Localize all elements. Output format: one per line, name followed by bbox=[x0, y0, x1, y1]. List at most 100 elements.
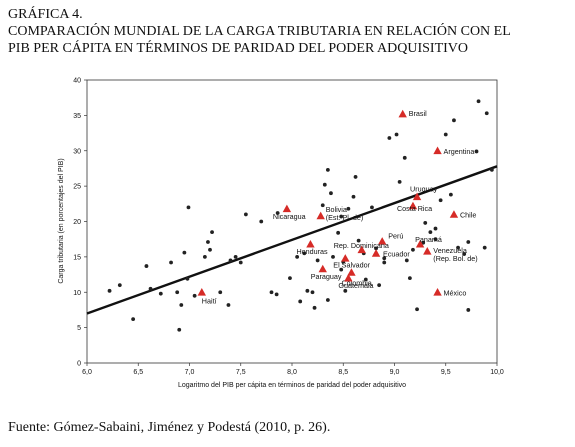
scatter-point bbox=[476, 99, 481, 104]
scatter-point bbox=[370, 205, 374, 210]
country-marker bbox=[408, 201, 418, 210]
country-label: Brasil bbox=[409, 109, 427, 118]
scatter-point bbox=[310, 290, 315, 295]
country-marker bbox=[449, 210, 459, 218]
y-tick-label: 30 bbox=[73, 148, 81, 155]
scatter-point bbox=[269, 290, 274, 295]
scatter-point bbox=[295, 254, 300, 259]
scatter-point bbox=[169, 260, 173, 265]
y-tick-label: 0 bbox=[77, 361, 81, 368]
country-marker bbox=[412, 192, 422, 201]
country-label: Panamá bbox=[415, 235, 442, 244]
scatter-point bbox=[259, 219, 264, 224]
scatter-point bbox=[228, 258, 233, 263]
scatter-point bbox=[343, 288, 348, 293]
country-label: Chile bbox=[460, 210, 476, 219]
country-marker bbox=[197, 288, 206, 296]
scatter-point bbox=[339, 214, 344, 219]
scatter-point bbox=[144, 264, 149, 268]
scatter-point bbox=[275, 211, 280, 215]
scatter-point bbox=[322, 182, 327, 187]
country-marker bbox=[433, 288, 442, 296]
scatter-point bbox=[356, 238, 361, 243]
scatter-chart: 0 5 10 15 20 25 30 35 40 6,0 6,5 7,0 7,5 8,0 8,5 9,0 9,… bbox=[58, 78, 504, 390]
scatter-point bbox=[438, 198, 443, 203]
scatter-point bbox=[288, 276, 292, 280]
scatter-point bbox=[377, 283, 382, 288]
scatter-point bbox=[466, 240, 471, 244]
country-marker bbox=[357, 245, 366, 254]
scatter-point bbox=[407, 276, 412, 280]
country-marker bbox=[398, 109, 407, 118]
country-label: Perú bbox=[388, 231, 403, 240]
scatter-point bbox=[302, 251, 307, 256]
scatter-point bbox=[192, 293, 197, 298]
country-marker bbox=[371, 249, 381, 257]
y-tick-label: 25 bbox=[73, 184, 81, 191]
x-tick-label: 6,5 bbox=[133, 369, 143, 376]
country-label: Guatemala bbox=[338, 281, 373, 290]
scatter-point bbox=[179, 303, 184, 307]
scatter-point bbox=[404, 258, 409, 263]
y-tick-label: 35 bbox=[73, 113, 81, 120]
country-label: Costa Rica bbox=[397, 204, 432, 213]
scatter-point bbox=[210, 230, 214, 235]
y-tick-label: 5 bbox=[77, 325, 81, 332]
y-tick-label: 20 bbox=[73, 219, 81, 226]
chart-title-line-2: PIB PER CÁPITA EN TÉRMINOS DE PARIDAD DE… bbox=[8, 41, 469, 56]
scatter-point bbox=[466, 308, 471, 312]
country-marker bbox=[347, 268, 356, 276]
triangle-points: Brasil Argentina Uruguay Costa Rica Chile Nic… bbox=[197, 109, 478, 305]
scatter-point bbox=[423, 221, 428, 225]
country-label: Haití bbox=[202, 296, 217, 305]
scatter-point bbox=[489, 167, 494, 172]
scatter-point bbox=[415, 307, 419, 312]
scatter-point bbox=[186, 205, 191, 210]
scatter-point bbox=[233, 254, 238, 259]
country-label: Rep. Dominicana bbox=[334, 241, 389, 250]
scatter-point bbox=[482, 245, 487, 250]
scatter-point bbox=[185, 276, 190, 281]
y-tick-label: 40 bbox=[73, 78, 81, 85]
y-axis-ticks: 0 5 10 15 20 25 30 35 40 bbox=[73, 78, 87, 368]
country-label: Paraguay bbox=[311, 272, 342, 281]
scatter-point bbox=[346, 206, 351, 211]
scatter-point bbox=[411, 247, 415, 252]
country-marker bbox=[341, 254, 350, 262]
scatter-point bbox=[202, 254, 207, 259]
scatter-point bbox=[158, 291, 163, 296]
scatter-point bbox=[456, 245, 460, 250]
country-label: Argentina bbox=[444, 147, 475, 156]
scatter-point bbox=[131, 317, 136, 322]
scatter-point bbox=[421, 240, 426, 245]
scatter-point bbox=[148, 286, 153, 291]
x-tick-label: 7,5 bbox=[236, 369, 246, 376]
scatter-point bbox=[243, 212, 248, 217]
scatter-point bbox=[274, 292, 279, 297]
figure-label: GRÁFICA 4. bbox=[8, 7, 83, 22]
y-tick-label: 15 bbox=[73, 254, 81, 261]
country-marker bbox=[415, 239, 425, 248]
x-tick-label: 6,0 bbox=[82, 369, 92, 376]
country-label: Venezuela bbox=[433, 246, 467, 255]
scatter-point bbox=[339, 267, 344, 272]
country-marker bbox=[282, 204, 292, 213]
scatter-point bbox=[353, 175, 358, 179]
plot-frame bbox=[86, 79, 498, 364]
x-axis-title: Logaritmo del PIB per cápita en términos… bbox=[178, 382, 406, 389]
scatter-point bbox=[325, 167, 330, 172]
country-marker bbox=[306, 239, 315, 248]
country-label: (Est. Pl. de) bbox=[326, 213, 364, 222]
country-marker bbox=[316, 211, 325, 220]
scatter-point bbox=[117, 283, 122, 288]
country-marker bbox=[433, 146, 442, 155]
country-label: (Rep. Bol. de) bbox=[433, 254, 477, 263]
scatter-point bbox=[329, 191, 333, 196]
scatter-point bbox=[206, 240, 210, 244]
scatter-point bbox=[433, 237, 438, 242]
country-label: Bolivia bbox=[326, 205, 347, 214]
scatter-point bbox=[226, 303, 231, 307]
chart-title-line-1: COMPARACIÓN MUNDIAL DE LA CARGA TRIBUTAR… bbox=[8, 24, 511, 39]
country-label: Nicaragua bbox=[273, 212, 306, 221]
chart-header: GRÁFICA 4. COMPARACIÓN MUNDIAL DE LA CAR… bbox=[8, 6, 568, 57]
